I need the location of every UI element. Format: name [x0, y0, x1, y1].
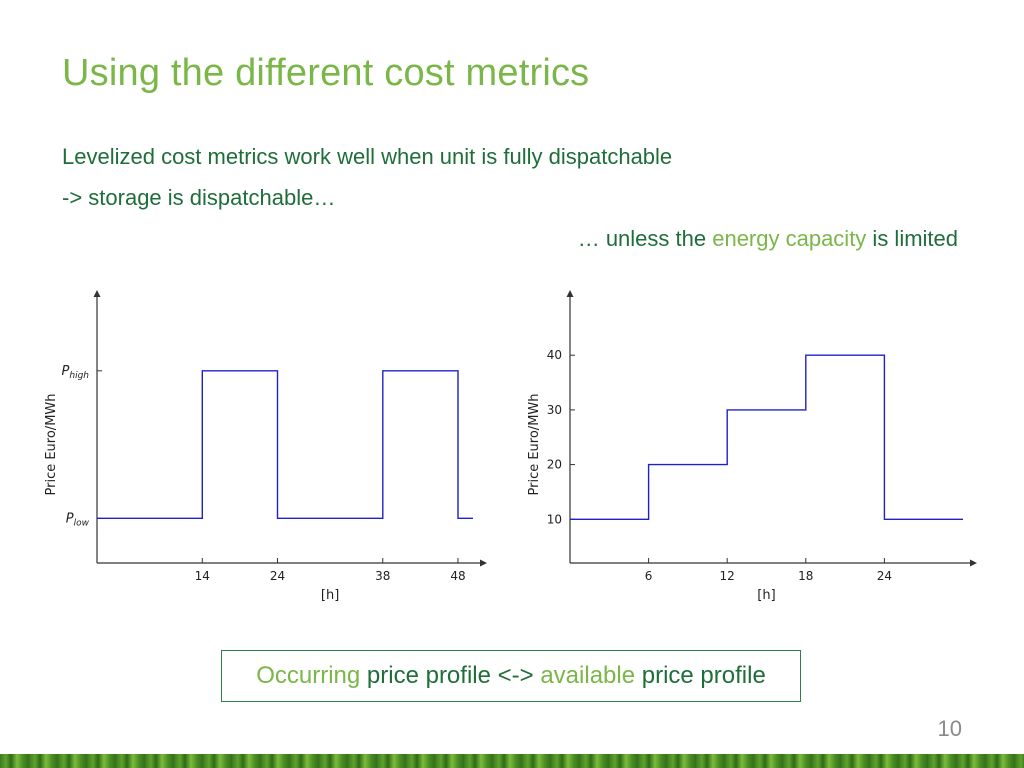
x-axis-arrow: [970, 559, 977, 567]
x-axis-arrow: [480, 559, 487, 567]
caption-text-2: price profile: [635, 662, 766, 689]
grass-footer-decoration: [0, 754, 1024, 768]
x-tick-label: 14: [195, 569, 210, 583]
y-tick-label: 30: [547, 403, 562, 417]
y-tick-label: Plow: [66, 511, 90, 528]
slide-title: Using the different cost metrics: [62, 52, 590, 94]
x-tick-label: 18: [798, 569, 813, 583]
bullet-line-2: -> storage is dispatchable…: [62, 185, 336, 210]
x-tick-label: 6: [645, 569, 653, 583]
y-tick-label: 10: [547, 512, 562, 526]
series-line: [570, 354, 963, 521]
bullet-list: Levelized cost metrics work well when un…: [62, 142, 962, 265]
line3-part1: … unless the: [577, 226, 713, 251]
page-number: 10: [937, 716, 962, 741]
caption-highlight-1: Occurring: [256, 662, 361, 689]
bullet-line-3: … unless the energy capacity is limited: [62, 224, 962, 265]
x-tick-label: 12: [720, 569, 735, 583]
caption-highlight-2: available: [540, 662, 636, 689]
caption-text-1: price profile <->: [360, 662, 541, 689]
x-tick-label: 24: [877, 569, 892, 583]
y-axis-label: Price Euro/MWh: [44, 393, 59, 495]
x-tick-label: 24: [270, 569, 285, 583]
line3-highlight: energy capacity: [712, 226, 867, 251]
chart-available-price-profile: 6 12 18 24 10 20 30 40 [h] Price Euro/MWh: [527, 290, 977, 603]
x-tick-label: 48: [450, 569, 465, 583]
caption-box: Occurring price profile <-> available pr…: [221, 650, 801, 702]
y-axis-label: Price Euro/MWh: [527, 393, 542, 495]
x-tick-label: 38: [375, 569, 390, 583]
y-tick-label: 20: [547, 458, 562, 472]
y-tick-label: 40: [547, 348, 562, 362]
y-axis-arrow: [566, 290, 574, 297]
line3-part2: is limited: [866, 226, 958, 251]
x-axis-label: [h]: [321, 588, 339, 603]
y-tick-label: Phigh: [62, 364, 90, 381]
x-axis-label: [h]: [757, 588, 775, 603]
bullet-line-1: Levelized cost metrics work well when un…: [62, 144, 673, 169]
y-axis-arrow: [93, 290, 101, 297]
chart-occurring-price-profile: 14 24 38 48 Plow Phigh [h] Price Euro/MWh: [44, 290, 487, 603]
series-line: [97, 370, 473, 520]
